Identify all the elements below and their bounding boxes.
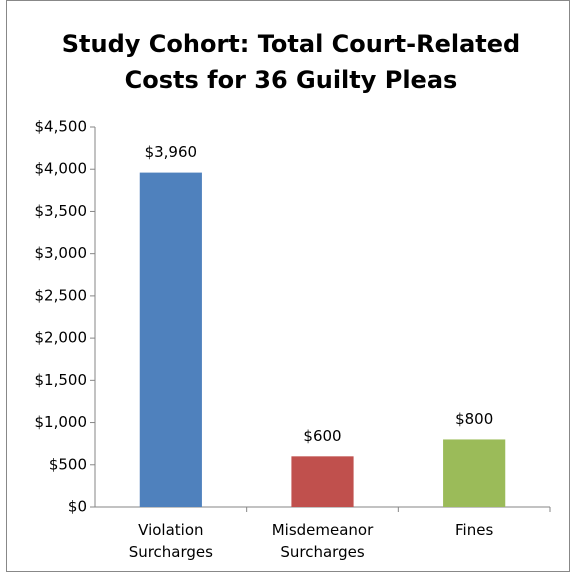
- y-tick-label: $2,000: [35, 329, 88, 347]
- y-tick-label: $1,000: [35, 413, 88, 431]
- y-tick-label: $4,500: [35, 118, 88, 136]
- x-tick-label: Misdemeanor Surcharges: [271, 521, 374, 561]
- bar: [443, 439, 506, 507]
- data-label: $3,960: [145, 143, 198, 161]
- x-tick-label: Violation Surcharges: [128, 521, 213, 561]
- data-label: $600: [303, 427, 341, 445]
- data-label: $800: [455, 410, 493, 428]
- y-tick-label: $4,000: [35, 160, 88, 178]
- y-tick-label: $3,000: [35, 244, 88, 262]
- y-tick-label: $3,500: [35, 202, 88, 220]
- x-tick-label: Fines: [455, 521, 494, 539]
- bar: [291, 456, 354, 507]
- chart-frame: [6, 0, 570, 572]
- y-tick-label: $0: [68, 498, 87, 516]
- chart-title: Study Cohort: Total Court-Related Costs …: [61, 30, 521, 94]
- y-tick-label: $2,500: [35, 286, 88, 304]
- y-tick-label: $1,500: [35, 371, 88, 389]
- bar: [139, 172, 202, 507]
- y-tick-label: $500: [49, 455, 87, 473]
